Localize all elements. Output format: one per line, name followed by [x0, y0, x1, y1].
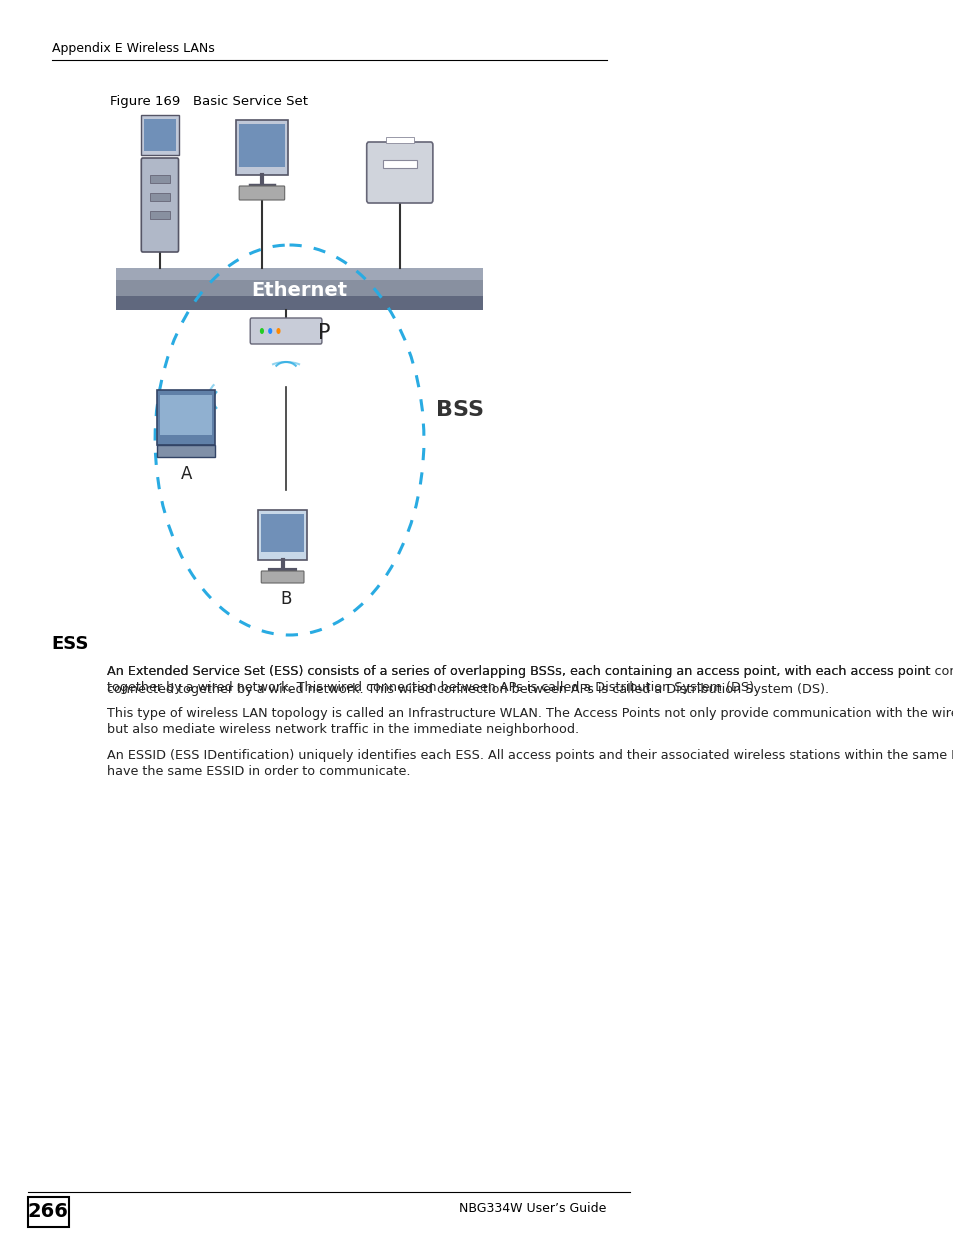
Circle shape [268, 329, 272, 333]
FancyBboxPatch shape [28, 1197, 69, 1228]
Polygon shape [115, 296, 482, 310]
FancyBboxPatch shape [235, 120, 288, 175]
FancyBboxPatch shape [141, 115, 179, 156]
Text: Figure 169   Basic Service Set: Figure 169 Basic Service Set [111, 95, 308, 107]
FancyBboxPatch shape [239, 186, 284, 200]
FancyBboxPatch shape [258, 510, 307, 559]
FancyBboxPatch shape [366, 142, 433, 203]
FancyBboxPatch shape [261, 514, 304, 552]
Polygon shape [115, 268, 482, 280]
Text: ESS: ESS [51, 635, 89, 653]
Text: Ethernet: Ethernet [251, 282, 347, 300]
FancyBboxPatch shape [150, 193, 170, 201]
FancyBboxPatch shape [160, 395, 212, 435]
Text: P: P [317, 324, 330, 343]
Circle shape [276, 329, 280, 333]
Text: 266: 266 [28, 1202, 69, 1221]
Polygon shape [115, 268, 482, 310]
Text: B: B [280, 590, 292, 608]
FancyBboxPatch shape [156, 445, 215, 457]
Text: An Extended Service Set (ESS) consists of a series of overlapping BSSs, each con: An Extended Service Set (ESS) consists o… [107, 664, 953, 678]
FancyBboxPatch shape [261, 571, 304, 583]
Circle shape [259, 329, 264, 333]
Text: A: A [180, 466, 192, 483]
FancyBboxPatch shape [156, 390, 215, 445]
FancyBboxPatch shape [238, 124, 285, 167]
Text: together by a wired network. This wired connection between APs is called a Distr: together by a wired network. This wired … [107, 680, 758, 694]
FancyBboxPatch shape [150, 175, 170, 183]
Text: NBG334W User’s Guide: NBG334W User’s Guide [458, 1202, 606, 1215]
FancyBboxPatch shape [144, 119, 176, 151]
Text: BSS: BSS [436, 400, 484, 420]
FancyBboxPatch shape [250, 317, 321, 345]
FancyBboxPatch shape [386, 137, 414, 143]
Text: This type of wireless LAN topology is called an Infrastructure WLAN. The Access : This type of wireless LAN topology is ca… [107, 706, 953, 720]
FancyBboxPatch shape [141, 158, 178, 252]
Text: Appendix E Wireless LANs: Appendix E Wireless LANs [51, 42, 214, 56]
FancyBboxPatch shape [150, 211, 170, 219]
Text: have the same ESSID in order to communicate.: have the same ESSID in order to communic… [107, 764, 410, 778]
Text: An ESSID (ESS IDentification) uniquely identifies each ESS. All access points an: An ESSID (ESS IDentification) uniquely i… [107, 748, 953, 762]
Text: An Extended Service Set (ESS) consists of a series of overlapping BSSs, each con: An Extended Service Set (ESS) consists o… [107, 664, 929, 697]
Text: but also mediate wireless network traffic in the immediate neighborhood.: but also mediate wireless network traffi… [107, 722, 578, 736]
FancyBboxPatch shape [382, 161, 416, 168]
